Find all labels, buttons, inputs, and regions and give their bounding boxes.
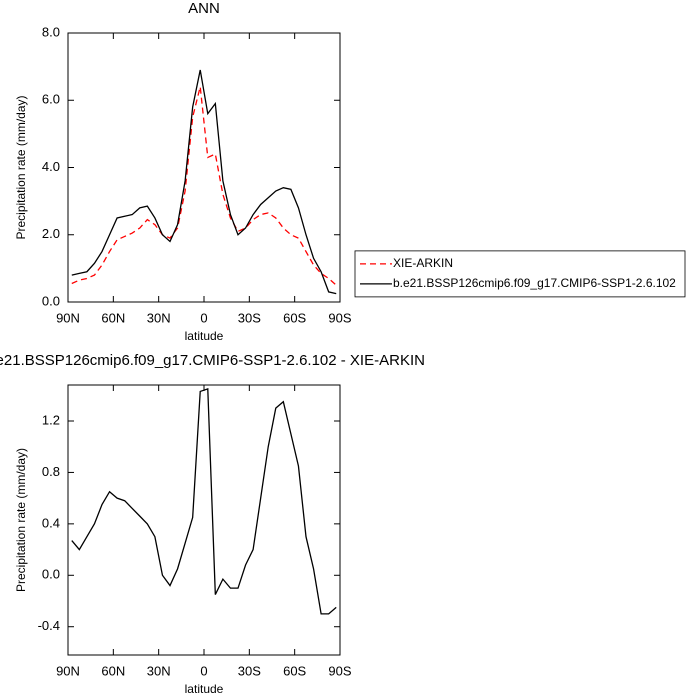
x-tick-label: 30N — [147, 663, 171, 678]
x-tick-label: 60N — [101, 310, 125, 325]
x-tick-label: 30S — [238, 310, 261, 325]
y-tick-label: 8.0 — [42, 24, 60, 39]
x-tick-label: 0 — [200, 663, 207, 678]
y-tick-label: 0.8 — [42, 464, 60, 479]
x-axis-label: latitude — [185, 329, 224, 343]
y-tick-label: 4.0 — [42, 159, 60, 174]
x-tick-label: 30S — [238, 663, 261, 678]
x-tick-label: 0 — [200, 310, 207, 325]
x-tick-label: 90N — [56, 310, 80, 325]
data-line — [71, 86, 337, 286]
y-tick-label: 1.2 — [42, 412, 60, 427]
y-tick-label: 0.0 — [42, 293, 60, 308]
data-line — [71, 387, 337, 615]
plot-frame — [67, 32, 341, 303]
x-tick-label: 90S — [328, 663, 351, 678]
y-tick-label: 6.0 — [42, 92, 60, 107]
legend-label: XIE-ARKIN — [393, 256, 453, 270]
plot-frame — [67, 384, 341, 656]
x-tick-label: 30N — [147, 310, 171, 325]
x-tick-label: 60S — [283, 310, 306, 325]
legend-box — [354, 250, 686, 298]
legend-label: b.e21.BSSP126cmip6.f09_g17.CMIP6-SSP1-2.… — [393, 276, 676, 290]
y-axis-label: Precipitation rate (mm/day) — [14, 448, 28, 592]
x-tick-label: 90S — [328, 310, 351, 325]
legend: XIE-ARKIN b.e21.BSSP126cmip6.f09_g17.CMIP… — [354, 250, 686, 298]
data-line — [71, 69, 337, 295]
y-tick-label: 2.0 — [42, 226, 60, 241]
y-tick-label: 0.4 — [42, 515, 60, 530]
x-axis-label: latitude — [185, 682, 224, 696]
x-tick-label: 90N — [56, 663, 80, 678]
x-tick-label: 60S — [283, 663, 306, 678]
chart-title: ANN — [188, 0, 220, 17]
y-axis-label: Precipitation rate (mm/day) — [14, 95, 28, 239]
x-tick-label: 60N — [101, 663, 125, 678]
y-tick-label: 0.0 — [42, 567, 60, 582]
y-tick-label: -0.4 — [38, 618, 60, 633]
chart-title: b.e21.BSSP126cmip6.f09_g17.CMIP6-SSP1-2.… — [0, 352, 425, 369]
